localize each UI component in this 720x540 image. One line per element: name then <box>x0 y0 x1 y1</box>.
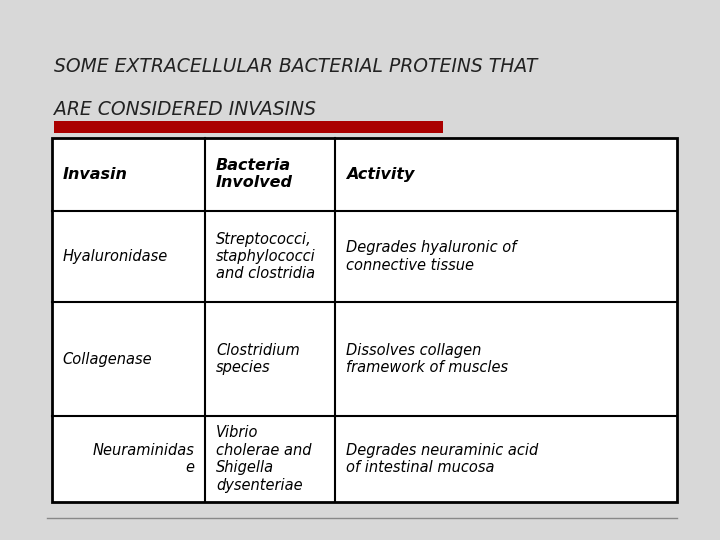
Text: ARE CONSIDERED INVASINS: ARE CONSIDERED INVASINS <box>54 100 316 119</box>
Bar <box>54 121 443 133</box>
Text: Neuraminidas
e: Neuraminidas e <box>93 443 194 475</box>
Text: Vibrio
cholerae and
Shigella
dysenteriae: Vibrio cholerae and Shigella dysenteriae <box>216 426 312 492</box>
Text: Dissolves collagen
framework of muscles: Dissolves collagen framework of muscles <box>346 343 508 375</box>
Text: Clostridium
species: Clostridium species <box>216 343 300 375</box>
Text: Invasin: Invasin <box>63 167 127 181</box>
Text: Collagenase: Collagenase <box>63 352 152 367</box>
Text: Hyaluronidase: Hyaluronidase <box>63 249 168 264</box>
Text: Degrades neuraminic acid
of intestinal mucosa: Degrades neuraminic acid of intestinal m… <box>346 443 538 475</box>
Bar <box>52 138 677 502</box>
Text: SOME EXTRACELLULAR BACTERIAL PROTEINS THAT: SOME EXTRACELLULAR BACTERIAL PROTEINS TH… <box>54 57 537 76</box>
Text: Activity: Activity <box>346 167 414 181</box>
Text: Degrades hyaluronic of
connective tissue: Degrades hyaluronic of connective tissue <box>346 240 516 273</box>
Text: Bacteria
Involved: Bacteria Involved <box>216 158 293 190</box>
Text: Streptococci,
staphylococci
and clostridia: Streptococci, staphylococci and clostrid… <box>216 232 316 281</box>
